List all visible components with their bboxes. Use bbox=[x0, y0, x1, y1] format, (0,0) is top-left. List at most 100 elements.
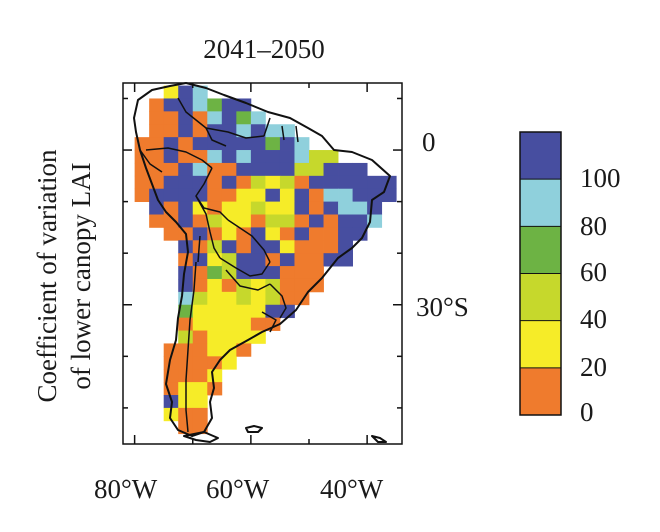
grid-cell bbox=[323, 227, 339, 241]
grid-cell bbox=[279, 175, 295, 190]
border-colombia-venezuela bbox=[177, 97, 227, 147]
grid-cell bbox=[207, 343, 223, 357]
grid-cell bbox=[192, 356, 208, 370]
grid-cell bbox=[221, 201, 237, 215]
grid-cell bbox=[221, 317, 237, 331]
grid-cell bbox=[338, 227, 353, 241]
grid-cell bbox=[207, 291, 223, 306]
grid-cell bbox=[265, 291, 281, 306]
grid-cell bbox=[192, 266, 208, 280]
tierra-del-fuego bbox=[183, 431, 219, 443]
grid-cell bbox=[309, 227, 324, 241]
grid-cell bbox=[236, 162, 252, 177]
grid-cell bbox=[207, 304, 223, 319]
grid-cell bbox=[367, 175, 383, 190]
grid-cell bbox=[265, 201, 281, 215]
grid-cell bbox=[178, 330, 194, 344]
grid-cell bbox=[192, 137, 208, 151]
grid-cell bbox=[279, 304, 295, 319]
grid-cell bbox=[192, 369, 208, 383]
grid-cell bbox=[236, 317, 252, 331]
grid-cell bbox=[250, 150, 266, 164]
grid-cell bbox=[178, 188, 194, 203]
colorbar-swatch bbox=[520, 132, 561, 180]
grid-cell bbox=[192, 124, 208, 138]
grid-cell bbox=[250, 291, 266, 306]
grid-cell bbox=[163, 98, 179, 112]
grid-cell bbox=[163, 356, 179, 370]
grid-cell bbox=[352, 162, 368, 177]
grid-cell bbox=[178, 137, 194, 151]
grid-cell bbox=[163, 214, 179, 228]
grid-cell bbox=[309, 175, 324, 190]
colorbar-swatch bbox=[520, 320, 561, 369]
grid-cell bbox=[265, 175, 281, 190]
grid-cell bbox=[178, 356, 194, 370]
grid-cell bbox=[149, 201, 165, 215]
grid-cell bbox=[163, 201, 179, 215]
grid-cell bbox=[236, 111, 252, 125]
grid-cell bbox=[192, 188, 208, 203]
grid-cell bbox=[192, 162, 208, 177]
grid-cell bbox=[250, 240, 266, 254]
grid-cell bbox=[236, 150, 252, 164]
grid-cell bbox=[236, 304, 252, 319]
grid-cell bbox=[192, 382, 208, 396]
grid-cell bbox=[236, 253, 252, 267]
colorbar-label-20: 20 bbox=[580, 352, 607, 382]
grid-cell bbox=[323, 175, 339, 190]
grid-cell bbox=[192, 253, 208, 267]
grid-cell bbox=[221, 278, 237, 293]
border-guianas bbox=[263, 117, 299, 143]
grid-cell bbox=[294, 214, 310, 228]
border-argentina-brazil bbox=[269, 283, 287, 319]
grid-cell bbox=[192, 291, 208, 306]
border-argentina-paraguay bbox=[225, 269, 271, 291]
border-chile-argentina bbox=[185, 261, 197, 433]
grid-cells-layer bbox=[134, 85, 397, 435]
grid-cell bbox=[236, 227, 252, 241]
grid-cell bbox=[309, 214, 324, 228]
grid-cell bbox=[279, 240, 295, 254]
lon-tick-label-40w: 40°W bbox=[320, 474, 384, 504]
grid-cell bbox=[149, 150, 165, 164]
grid-cell bbox=[221, 175, 237, 190]
grid-cell bbox=[338, 162, 353, 177]
grid-cell bbox=[221, 150, 237, 164]
grid-cell bbox=[192, 395, 208, 409]
grid-cell bbox=[250, 201, 266, 215]
grid-cell bbox=[221, 137, 237, 151]
grid-cell bbox=[309, 188, 324, 203]
grid-cell bbox=[352, 201, 368, 215]
grid-cell bbox=[338, 201, 353, 215]
grid-cell bbox=[178, 98, 194, 112]
colorbar bbox=[519, 131, 562, 416]
grid-cell bbox=[279, 201, 295, 215]
grid-cell bbox=[236, 188, 252, 203]
grid-cell bbox=[265, 266, 281, 280]
grid-cell bbox=[381, 188, 397, 203]
grid-cell bbox=[192, 150, 208, 164]
coastline-layer bbox=[133, 82, 391, 443]
grid-cell bbox=[207, 175, 223, 190]
colorbar-swatch bbox=[520, 273, 561, 321]
grid-cell bbox=[309, 278, 324, 293]
grid-cell bbox=[323, 188, 339, 203]
grid-cell bbox=[309, 150, 324, 164]
grid-cell bbox=[192, 343, 208, 357]
grid-cell bbox=[236, 240, 252, 254]
grid-cell bbox=[178, 111, 194, 125]
border-venezuela-brazil bbox=[205, 127, 265, 139]
grid-cell bbox=[294, 137, 310, 151]
grid-cell bbox=[207, 111, 223, 125]
grid-cell bbox=[250, 162, 266, 177]
grid-cell bbox=[192, 407, 208, 422]
grid-cell bbox=[134, 175, 150, 190]
grid-cell bbox=[279, 253, 295, 267]
border-bolivia-brazil bbox=[227, 219, 271, 263]
map-title: 2041–2050 bbox=[203, 34, 325, 64]
grid-cell bbox=[221, 240, 237, 254]
grid-cell bbox=[265, 278, 281, 293]
grid-cell bbox=[279, 227, 295, 241]
grid-cell bbox=[236, 291, 252, 306]
